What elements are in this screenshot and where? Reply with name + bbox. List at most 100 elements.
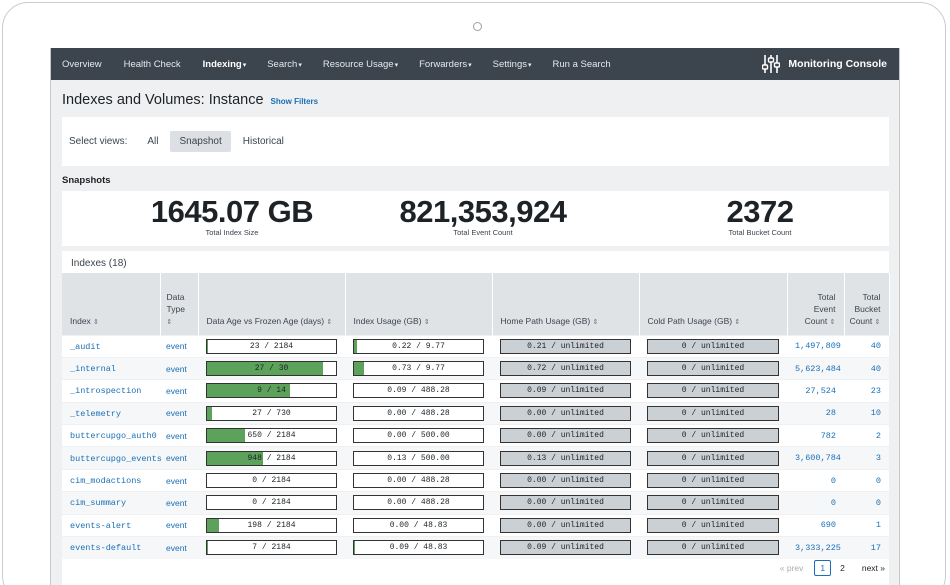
data-age-bar: 9 / 14 (206, 383, 337, 399)
next-page-button[interactable]: next » (861, 563, 885, 573)
index-name-link[interactable]: _audit (70, 341, 101, 352)
cell-index-usage: 0.00 / 488.28 (345, 491, 492, 515)
index-name-link[interactable]: _telemetry (70, 408, 122, 419)
cell-data-type: event (160, 401, 198, 425)
cell-bucket-count[interactable]: 17 (844, 536, 889, 559)
index-name-link[interactable]: _internal (70, 364, 116, 375)
header-index-usage[interactable]: Index Usage (GB) ⇕ (345, 273, 493, 335)
data-type-link[interactable]: event (166, 385, 187, 396)
index-name-link[interactable]: events-alert (70, 520, 132, 531)
data-type-link[interactable]: event (166, 453, 187, 464)
nav-run-a-search[interactable]: Run a Search (553, 59, 612, 70)
show-filters-link[interactable]: Show Filters (270, 97, 319, 106)
cell-bucket-count[interactable]: 40 (844, 334, 889, 358)
header-event-count[interactable]: Total Event Count ⇕ (787, 273, 845, 335)
header-home-path[interactable]: Home Path Usage (GB) ⇕ (492, 273, 640, 335)
header-label: Home Path Usage (GB) (500, 315, 591, 326)
nav-label: Search (267, 58, 298, 70)
header-data-type[interactable]: Data Type ⇕ (160, 273, 199, 335)
view-historical-button[interactable]: Historical (242, 136, 284, 147)
cell-index: _internal (62, 356, 160, 380)
view-snapshot-button[interactable]: Snapshot (170, 131, 231, 152)
index-name-link[interactable]: buttercupgo_events (70, 453, 162, 464)
index-usage-bar: 0.22 / 9.77 (353, 338, 484, 354)
index-name-link[interactable]: events-default (70, 543, 142, 554)
cold-path-bar: 0 / unlimited (647, 540, 779, 556)
header-index[interactable]: Index ⇕ (62, 273, 161, 335)
sort-icon: ⇕ (734, 318, 741, 326)
nav-indexing[interactable]: Indexing▾ (203, 59, 247, 70)
bar-text: 0.00 / unlimited (527, 431, 604, 441)
data-type-link[interactable]: event (166, 520, 187, 531)
data-type-link[interactable]: event (166, 497, 187, 508)
data-type-link[interactable]: event (166, 408, 187, 419)
cell-data-type: event (160, 468, 198, 492)
cell-event-count[interactable]: 0 (787, 468, 844, 492)
data-type-link[interactable]: event (166, 363, 187, 374)
cell-data-age: 9 / 14 (198, 379, 345, 403)
cell-event-count[interactable]: 690 (787, 513, 844, 537)
caret-down-icon: ▾ (242, 61, 247, 69)
header-label: Count (804, 315, 828, 326)
bucket-count-value: 0 (875, 497, 881, 508)
cell-bucket-count[interactable]: 0 (844, 491, 889, 515)
header-label: Index Usage (GB) (353, 315, 422, 326)
header-bucket-count[interactable]: Total Bucket Count ⇕ (844, 273, 890, 335)
index-name-link[interactable]: buttercupgo_auth0 (70, 431, 157, 442)
cell-bucket-count[interactable]: 10 (844, 401, 889, 425)
nav-overview[interactable]: Overview (62, 59, 103, 70)
cell-bucket-count[interactable]: 3 (844, 446, 889, 470)
data-type-link[interactable]: event (166, 430, 187, 441)
bar-text: 0 / unlimited (681, 476, 745, 486)
table-row: buttercupgo_auth0 event 650 / 2184 0.00 / 5… (62, 424, 889, 447)
cell-event-count[interactable]: 5,623,484 (787, 356, 844, 380)
cell-bucket-count[interactable]: 2 (844, 424, 889, 447)
nav-forwarders[interactable]: Forwarders▾ (419, 59, 472, 70)
bar-fill (207, 362, 324, 376)
data-type-link[interactable]: event (166, 341, 187, 352)
page-2-button[interactable]: 2 (840, 563, 845, 573)
cell-data-age: 27 / 730 (198, 401, 345, 425)
nav-settings[interactable]: Settings▾ (493, 59, 532, 70)
cell-event-count[interactable]: 782 (787, 424, 844, 447)
cell-bucket-count[interactable]: 23 (844, 379, 889, 403)
nav-resource-usage[interactable]: Resource Usage▾ (323, 59, 398, 70)
view-all-button[interactable]: All (147, 136, 159, 147)
cold-path-bar: 0 / unlimited (647, 473, 779, 489)
prev-page-button[interactable]: « prev (779, 563, 804, 573)
header-label: Count (849, 315, 873, 326)
cell-bucket-count[interactable]: 0 (844, 468, 889, 492)
page-1-button[interactable]: 1 (814, 560, 832, 576)
cell-event-count[interactable]: 0 (787, 491, 844, 515)
data-type-link[interactable]: event (166, 542, 187, 553)
cell-event-count[interactable]: 3,333,225 (787, 536, 844, 559)
cell-data-type: event (160, 334, 198, 358)
sort-icon: ⇕ (592, 318, 599, 326)
cell-event-count[interactable]: 28 (787, 401, 844, 425)
index-name-link[interactable]: _introspection (70, 386, 142, 397)
index-name-link[interactable]: cim_summary (70, 498, 127, 509)
bar-text: 0.00 / 488.28 (387, 476, 450, 486)
cell-data-type: event (160, 536, 198, 559)
cell-event-count[interactable]: 3,600,784 (787, 446, 844, 470)
nav-search[interactable]: Search▾ (267, 59, 302, 70)
cell-home-path: 0.21 / unlimited (492, 334, 639, 358)
sort-icon: ⇕ (874, 318, 881, 326)
cell-event-count[interactable]: 27,524 (787, 379, 844, 403)
table-row: cim_summary event 0 / 2184 0.00 / 488.28 0.0… (62, 491, 889, 515)
cell-bucket-count[interactable]: 1 (844, 513, 889, 537)
bucket-count-value: 3 (875, 453, 881, 464)
app-brand[interactable]: Monitoring Console (762, 48, 887, 80)
bar-fill (207, 384, 290, 398)
header-cold-path[interactable]: Cold Path Usage (GB) ⇕ (639, 273, 788, 335)
cell-event-count[interactable]: 1,497,809 (787, 334, 844, 358)
kpi-label: Total Event Count (453, 228, 513, 237)
nav-health-check[interactable]: Health Check (124, 59, 182, 70)
cold-path-bar: 0 / unlimited (647, 338, 779, 354)
bar-text: 0 / unlimited (681, 386, 745, 396)
cell-bucket-count[interactable]: 40 (844, 356, 889, 380)
cell-cold-path: 0 / unlimited (639, 536, 787, 559)
data-type-link[interactable]: event (166, 475, 187, 486)
header-data-age[interactable]: Data Age vs Frozen Age (days) ⇕ (198, 273, 346, 335)
index-name-link[interactable]: cim_modactions (70, 476, 142, 487)
